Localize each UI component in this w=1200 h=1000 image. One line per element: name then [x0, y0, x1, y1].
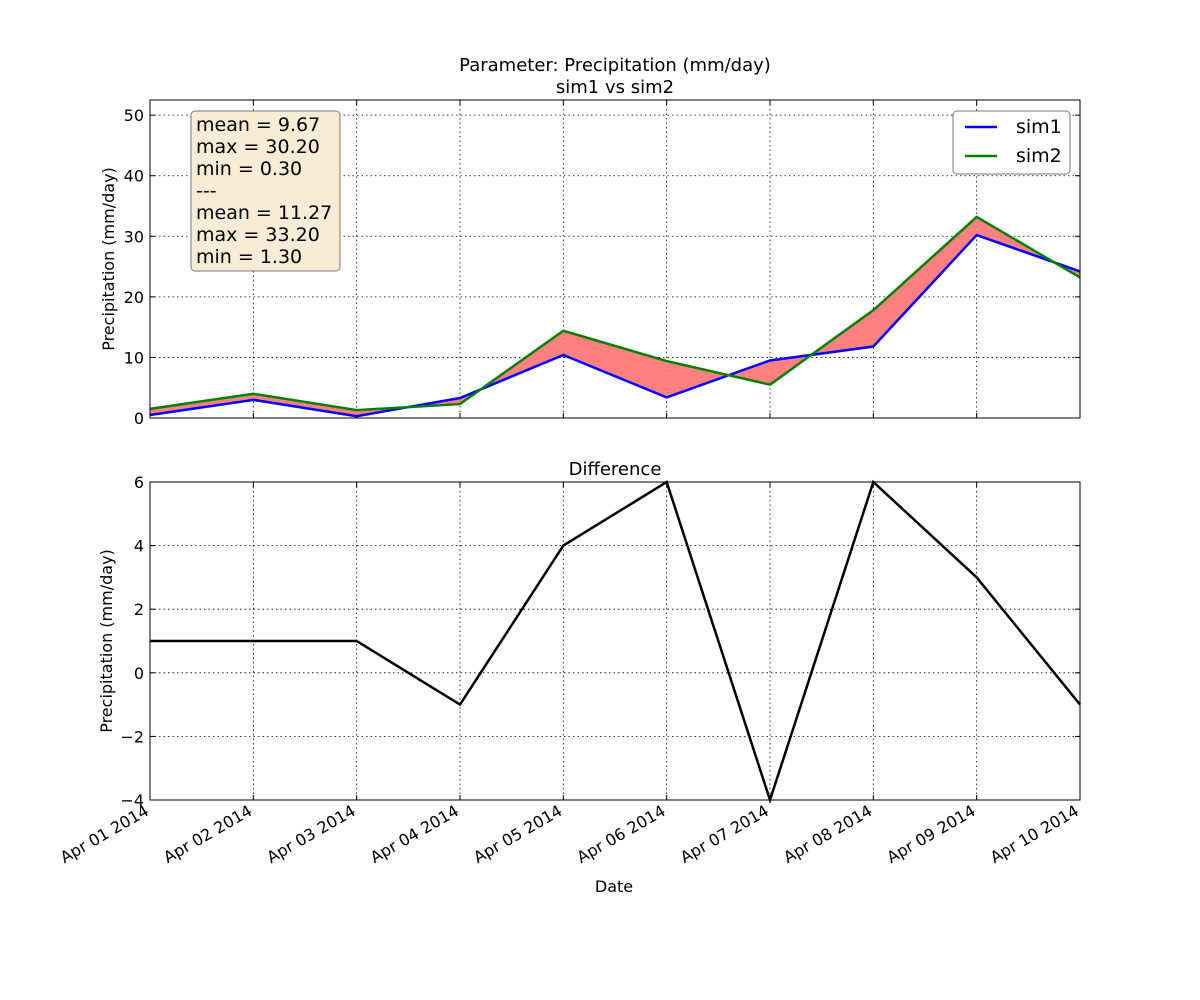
top-axes-frame — [149, 99, 1081, 419]
stats-line: max = 30.20 — [196, 136, 320, 158]
x-tick-label: Apr 10 2014 — [987, 801, 1082, 867]
y-tick-label: 10 — [124, 348, 144, 367]
stats-box-background — [190, 110, 341, 272]
top-y-ticks: 0 10 20 30 40 50 — [124, 106, 1080, 428]
top-axes: Parameter: Precipitation (mm/day) sim1 v… — [99, 55, 1081, 428]
bottom-series-lines — [150, 479, 1081, 805]
x-tick-label: Apr 07 2014 — [677, 801, 772, 867]
stats-line: max = 33.20 — [196, 224, 320, 246]
y-tick-label: 2 — [134, 600, 144, 619]
x-tick-label: Apr 05 2014 — [470, 801, 565, 867]
fill-between-segment — [563, 330, 667, 398]
legend: sim1 sim2 — [952, 110, 1071, 175]
x-tick-label: Apr 03 2014 — [263, 801, 358, 867]
stats-line: min = 0.30 — [196, 158, 302, 180]
x-axis-label: Date — [595, 877, 633, 896]
legend-sim1-label: sim1 — [1016, 116, 1062, 138]
fill-between-segment — [666, 360, 770, 398]
y-tick-label: 30 — [124, 227, 144, 246]
bottom-chart-title: Difference — [569, 459, 662, 480]
y-tick-label: 20 — [124, 288, 144, 307]
x-tick-label: Apr 06 2014 — [573, 801, 668, 867]
stats-line: mean = 11.27 — [196, 202, 332, 224]
y-tick-label: 50 — [124, 106, 144, 125]
fill-between-segment — [253, 393, 357, 417]
fill-between-segment — [873, 216, 977, 347]
legend-sim2-label: sim2 — [1016, 145, 1062, 167]
y-tick-label: 0 — [134, 664, 144, 683]
difference-line — [150, 479, 1081, 805]
y-tick-label: −4 — [120, 791, 144, 810]
bottom-y-axis-label: Precipitation (mm/day) — [97, 549, 116, 733]
bottom-axes: Difference −4 −2 0 2 4 6 Apr 01 2014 Apr 02 20… — [57, 459, 1082, 896]
y-tick-label: 6 — [134, 473, 144, 492]
y-tick-label: 40 — [124, 167, 144, 186]
y-tick-label: 4 — [134, 537, 144, 556]
x-tick-label: Apr 09 2014 — [883, 801, 978, 867]
stats-line: --- — [196, 180, 217, 202]
top-y-axis-label: Precipitation (mm/day) — [99, 167, 118, 351]
bottom-y-ticks: −4 −2 0 2 4 6 — [120, 473, 1080, 810]
x-tick-label: Apr 04 2014 — [367, 801, 462, 867]
x-tick-label: Apr 02 2014 — [160, 801, 255, 867]
y-tick-label: 0 — [134, 409, 144, 428]
series-line-sim2 — [149, 215, 1081, 412]
top-chart-title: Parameter: Precipitation (mm/day) — [459, 55, 771, 76]
bottom-x-ticks: Apr 01 2014 Apr 02 2014 Apr 03 2014 Apr 04 … — [57, 482, 1082, 867]
x-tick-label: Apr 01 2014 — [57, 801, 152, 867]
stats-box: mean = 9.67 max = 30.20 min = 0.30 --- m… — [190, 110, 341, 272]
bottom-axes-frame — [149, 481, 1081, 801]
top-chart-subtitle: sim1 vs sim2 — [556, 77, 674, 98]
stats-line: min = 1.30 — [196, 246, 302, 268]
stats-line: mean = 9.67 — [196, 114, 320, 136]
top-series-lines — [149, 215, 1081, 418]
y-tick-label: −2 — [120, 727, 144, 746]
series-line-sim1 — [149, 233, 1081, 418]
fill-between-segment — [150, 393, 254, 415]
x-tick-label: Apr 08 2014 — [780, 801, 875, 867]
